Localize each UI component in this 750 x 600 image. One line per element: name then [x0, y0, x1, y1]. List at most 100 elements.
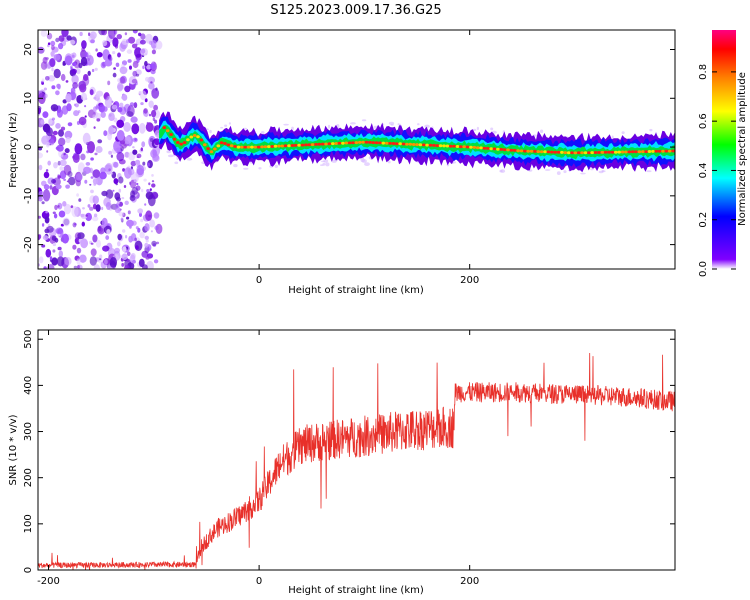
noise-speckle: [119, 102, 124, 108]
noise-speckle: [83, 74, 89, 81]
noise-speckle: [51, 257, 58, 266]
noise-speckle: [118, 211, 124, 217]
noise-speckle: [72, 244, 77, 250]
snr-y-tick-label: 400: [23, 376, 34, 395]
band-speckle: [274, 164, 278, 168]
noise-speckle: [139, 39, 146, 45]
band-core: [260, 145, 264, 149]
noise-speckle: [46, 226, 49, 229]
noise-speckle: [121, 143, 127, 149]
noise-speckle: [121, 262, 125, 267]
band-core: [550, 150, 554, 154]
band-speckle: [167, 154, 174, 158]
noise-speckle: [138, 122, 146, 134]
band-speckle: [472, 128, 477, 131]
noise-speckle: [136, 153, 142, 159]
noise-speckle: [86, 55, 94, 66]
noise-speckle: [94, 67, 98, 71]
noise-speckle: [106, 229, 111, 235]
noise-speckle: [72, 82, 78, 89]
band-core: [543, 150, 547, 154]
band-core: [438, 144, 443, 148]
noise-speckle: [55, 90, 60, 96]
band-core: [331, 142, 335, 146]
noise-speckle: [154, 119, 158, 124]
heatmap-frame: [37, 29, 676, 270]
noise-speckle: [128, 235, 133, 243]
band-core: [506, 148, 510, 152]
band-core: [263, 145, 268, 149]
band-speckle: [499, 169, 503, 173]
noise-speckle: [85, 162, 91, 166]
noise-speckle: [134, 47, 143, 58]
noise-speckle: [132, 259, 136, 264]
noise-speckle: [103, 93, 108, 100]
band-speckle: [563, 170, 567, 174]
band-core: [203, 143, 207, 147]
noise-speckle: [49, 256, 53, 261]
noise-speckle: [75, 179, 82, 187]
noise-speckle: [93, 126, 96, 129]
noise-speckle: [145, 122, 154, 132]
noise-speckle: [116, 119, 125, 128]
band-speckle: [590, 168, 594, 171]
noise-speckle: [127, 59, 132, 63]
snr-marks: [38, 352, 675, 570]
noise-speckle: [151, 109, 157, 118]
band-core: [243, 145, 247, 149]
noise-speckle: [90, 189, 94, 194]
band-core: [236, 145, 241, 149]
band-core: [465, 145, 470, 149]
band-core: [371, 141, 376, 145]
band-core: [448, 144, 453, 148]
noise-speckle: [122, 246, 127, 252]
band-core: [593, 151, 598, 154]
band-core: [388, 141, 392, 145]
noise-speckle: [115, 196, 121, 202]
noise-speckle: [47, 160, 51, 166]
heatmap-panel: -200 0 200 -20 -10 0 10 20 Height of straight l…: [8, 29, 676, 296]
noise-speckle: [47, 42, 51, 45]
noise-speckle: [53, 68, 61, 79]
noise-speckle: [120, 217, 124, 222]
band-core: [455, 145, 460, 148]
band-core: [381, 141, 386, 145]
noise-speckle: [43, 266, 47, 269]
noise-speckle: [59, 166, 64, 171]
band-core: [597, 151, 601, 154]
snr-x-tick-label: 200: [460, 576, 479, 587]
heatmap-x-tick-label: 0: [256, 275, 262, 286]
noise-speckle: [72, 62, 77, 67]
band-core: [600, 150, 605, 154]
noise-speckle: [152, 117, 156, 122]
noise-speckle: [118, 188, 122, 193]
noise-speckle: [40, 119, 45, 125]
band-core: [253, 145, 258, 149]
band-core: [199, 138, 204, 142]
band-speckle: [544, 169, 551, 171]
noise-speckle: [93, 264, 100, 269]
noise-speckle: [99, 171, 107, 180]
noise-speckle: [117, 52, 121, 58]
band-speckle: [220, 126, 224, 129]
noise-speckle: [139, 212, 142, 217]
noise-speckle: [90, 248, 97, 257]
noise-speckle: [44, 93, 48, 99]
band-speckle: [361, 119, 367, 122]
noise-speckle: [84, 179, 88, 184]
noise-speckle: [42, 123, 51, 133]
noise-speckle: [104, 258, 108, 265]
band-core: [502, 148, 507, 152]
noise-speckle: [96, 239, 101, 248]
band-core: [526, 149, 530, 153]
colorbar-gradient: [712, 30, 736, 269]
noise-speckle: [49, 57, 56, 68]
noise-speckle: [137, 227, 141, 233]
noise-speckle: [132, 60, 139, 69]
noise-speckle: [38, 234, 41, 241]
heatmap-y-tick-label: -20: [23, 236, 34, 252]
noise-speckle: [76, 68, 81, 75]
band-core: [250, 145, 254, 149]
